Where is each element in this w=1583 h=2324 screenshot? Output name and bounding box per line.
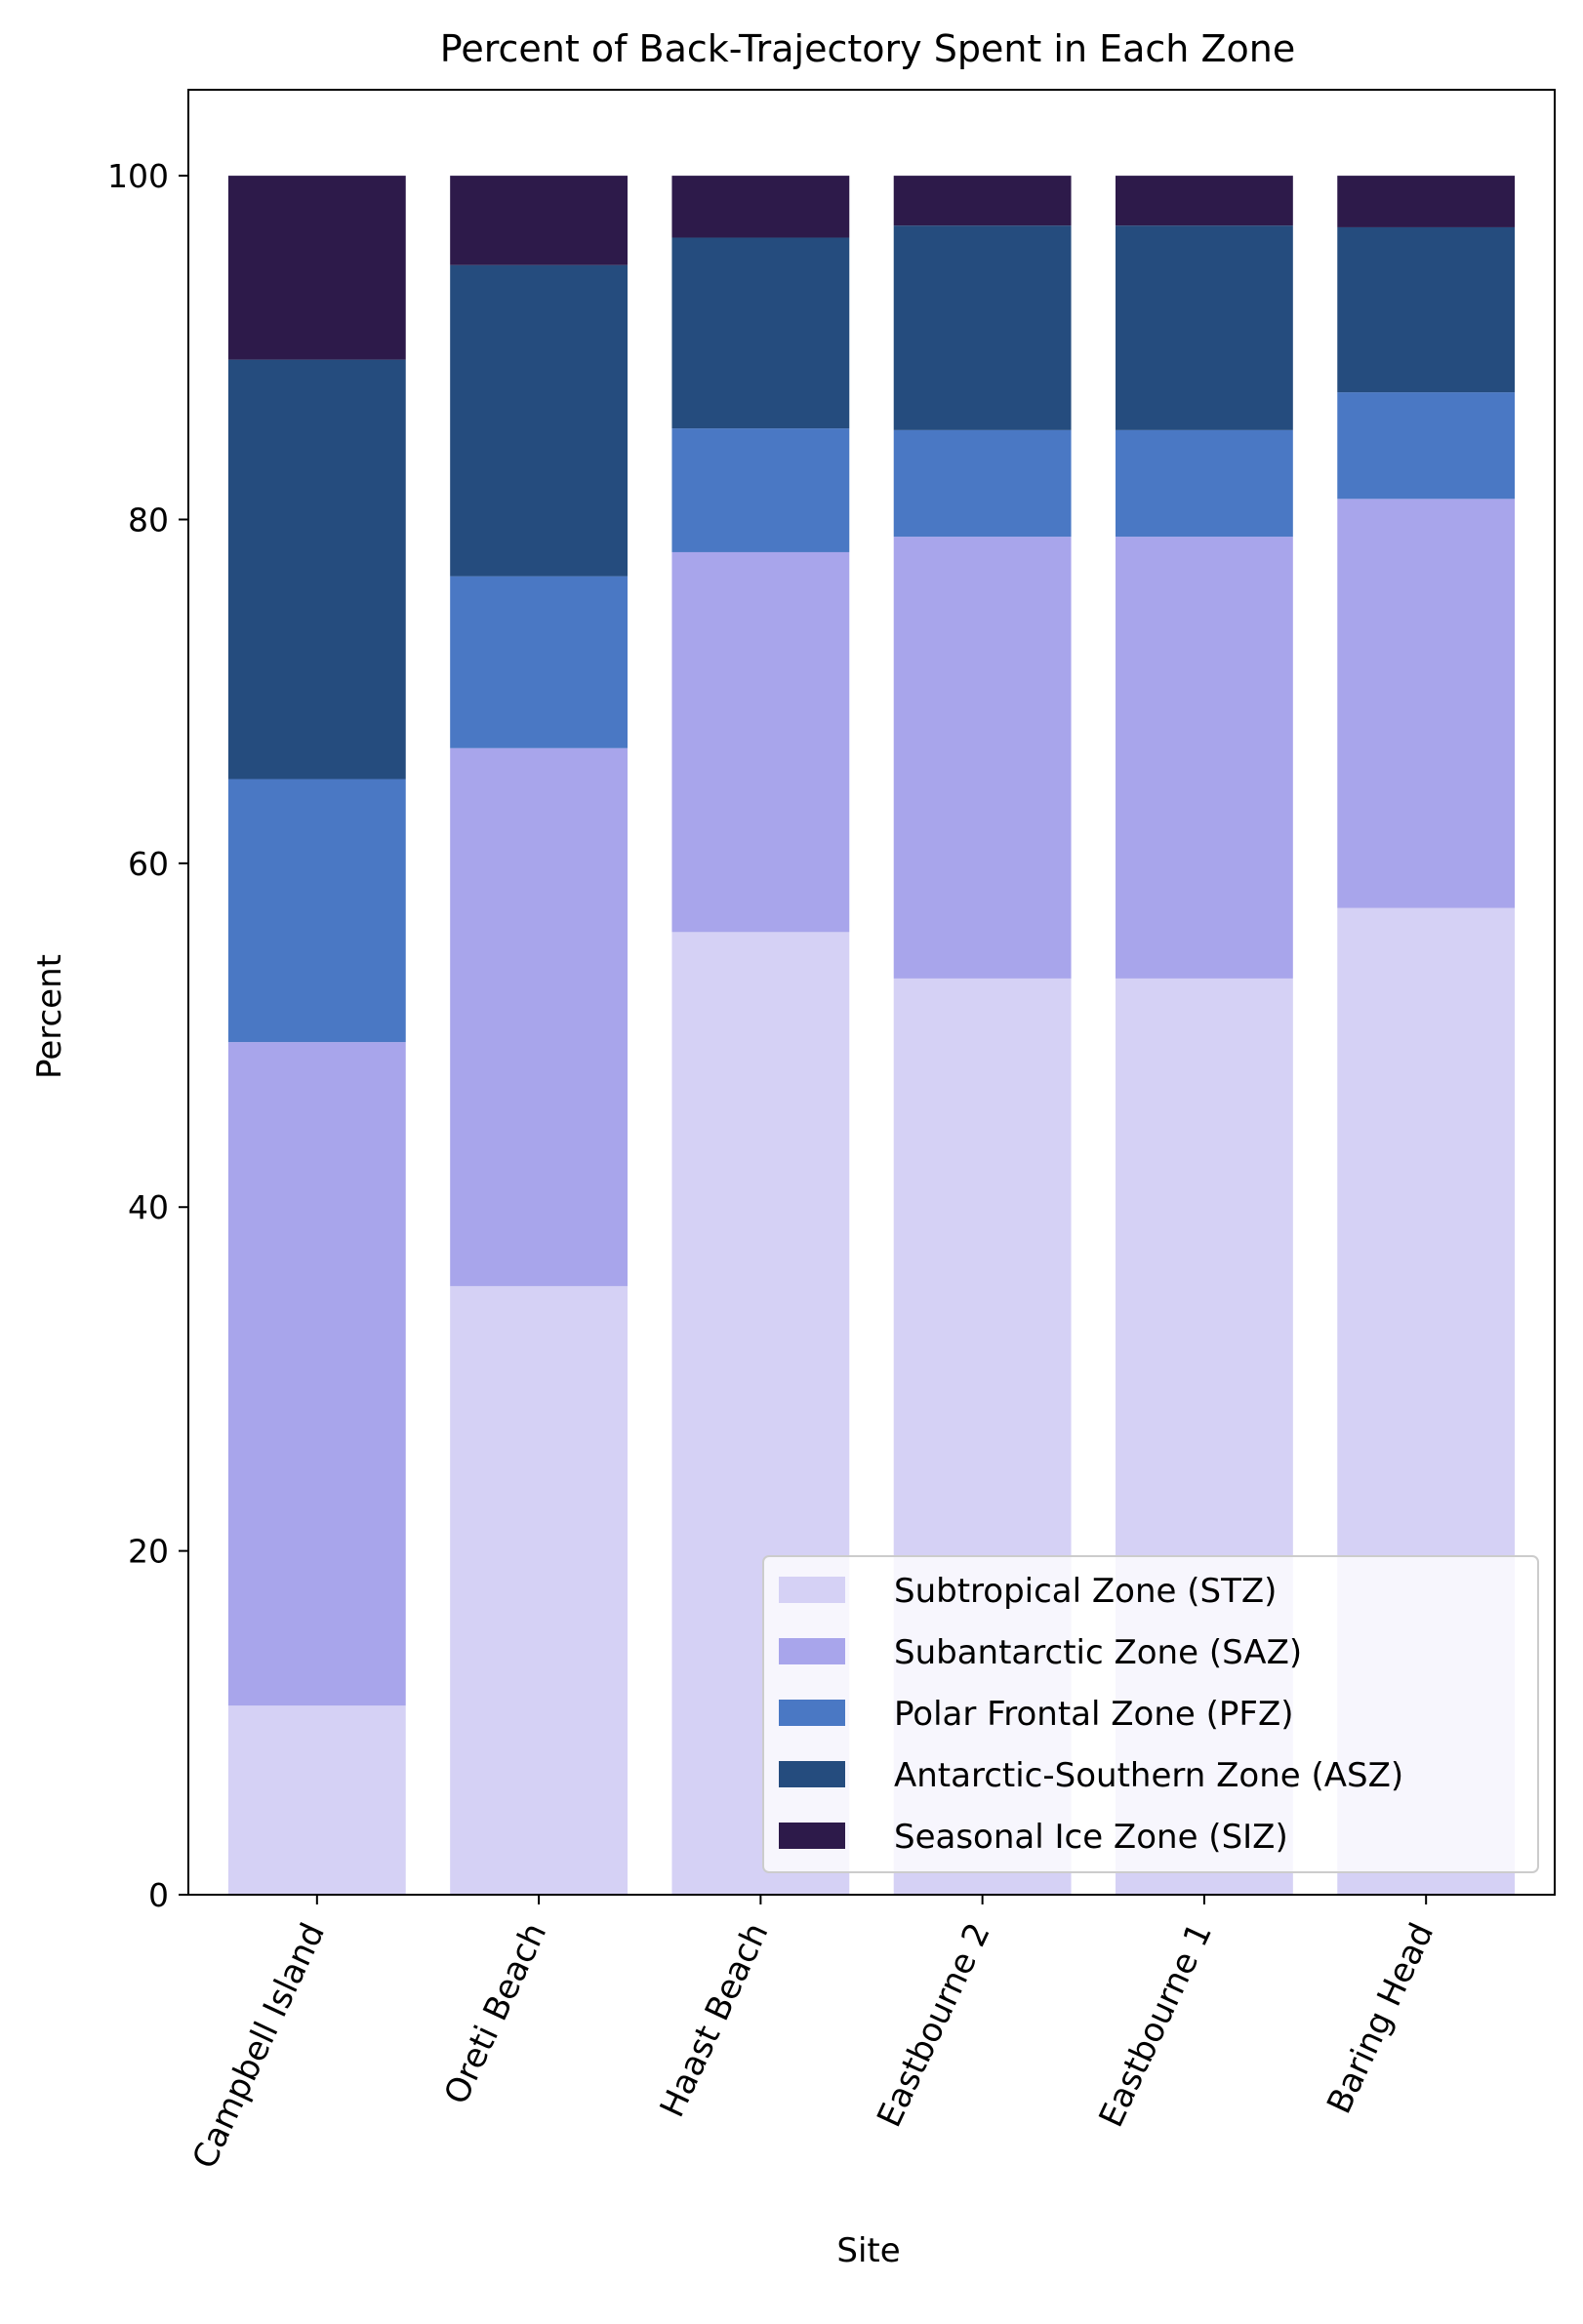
legend-swatch	[779, 1823, 845, 1849]
legend-label: Subtropical Zone (STZ)	[894, 1572, 1277, 1611]
y-axis-label: Percent	[30, 954, 69, 1079]
legend-swatch	[779, 1700, 845, 1726]
bar-segment	[671, 551, 850, 933]
y-tick-label: 20	[128, 1533, 169, 1571]
bar-segment	[671, 237, 850, 429]
legend-label: Seasonal Ice Zone (SIZ)	[894, 1818, 1288, 1857]
bar-segment	[1337, 176, 1516, 227]
bar-segment	[1116, 176, 1293, 226]
bar-segment	[450, 264, 628, 577]
bar-segment	[1116, 537, 1293, 979]
legend-label: Subantarctic Zone (SAZ)	[894, 1633, 1302, 1672]
bars-layer	[227, 176, 1516, 1895]
bar-segment	[1116, 225, 1293, 430]
y-tick-label: 80	[128, 501, 169, 539]
bar-segment	[1337, 392, 1516, 500]
legend-label: Antarctic-Southern Zone (ASZ)	[894, 1756, 1403, 1795]
bar-segment	[893, 225, 1072, 430]
bar-segment	[227, 176, 406, 360]
bar-segment	[227, 779, 406, 1043]
bar-segment	[450, 176, 628, 265]
bar-segment	[1116, 429, 1293, 538]
bar-segment	[227, 359, 406, 780]
bar-segment	[227, 1042, 406, 1706]
legend-swatch	[779, 1638, 845, 1664]
y-tick-label: 60	[128, 845, 169, 883]
bar-segment	[671, 428, 850, 552]
legend-box	[762, 1555, 1539, 1873]
bar-segment	[450, 747, 628, 1287]
bar-segment	[671, 176, 850, 238]
y-tick-label: 0	[148, 1876, 169, 1914]
plot-frame	[187, 89, 1556, 1896]
bar-segment	[450, 1286, 628, 1895]
y-tick-label: 100	[107, 157, 169, 195]
legend-swatch	[779, 1761, 845, 1787]
legend-label: Polar Frontal Zone (PFZ)	[894, 1695, 1294, 1734]
chart-title: Percent of Back-Trajectory Spent in Each…	[440, 27, 1295, 70]
bar-segment	[1337, 499, 1516, 908]
legend: Subtropical Zone (STZ) Subantarctic Zone …	[762, 1555, 1539, 1873]
bar-segment	[893, 537, 1072, 979]
bar-segment	[1337, 226, 1516, 393]
bar-segment	[893, 176, 1072, 226]
bar-segment	[450, 576, 628, 748]
x-axis-label: Site	[836, 2231, 900, 2270]
y-tick-label: 40	[128, 1188, 169, 1226]
bar-segment	[227, 1705, 406, 1895]
bar-segment	[893, 429, 1072, 538]
legend-swatch	[779, 1577, 845, 1603]
